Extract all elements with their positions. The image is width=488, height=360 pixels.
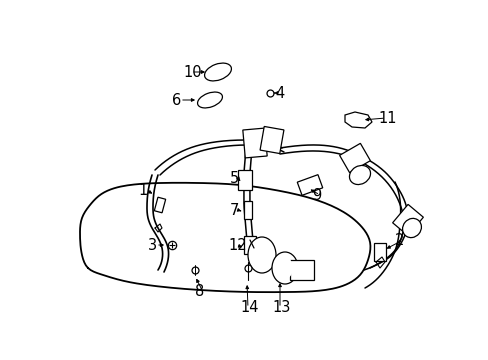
Bar <box>244 236 256 254</box>
Text: 8: 8 <box>195 284 204 300</box>
Ellipse shape <box>349 166 370 185</box>
Bar <box>392 204 423 236</box>
Text: 6: 6 <box>172 93 181 108</box>
Text: 5: 5 <box>229 171 239 185</box>
Bar <box>289 260 313 280</box>
Text: 2: 2 <box>394 233 404 248</box>
Bar <box>260 126 284 154</box>
Text: 12: 12 <box>227 238 246 252</box>
Text: 3: 3 <box>148 238 157 252</box>
Bar <box>297 175 322 195</box>
Text: 13: 13 <box>271 301 290 315</box>
Ellipse shape <box>254 243 272 267</box>
Polygon shape <box>345 112 371 128</box>
Text: 1: 1 <box>138 183 147 198</box>
Ellipse shape <box>197 92 222 108</box>
Ellipse shape <box>276 257 292 279</box>
Text: 9: 9 <box>311 188 321 202</box>
Bar <box>244 201 251 219</box>
Bar <box>154 197 165 213</box>
Bar <box>373 243 385 261</box>
Ellipse shape <box>402 219 421 238</box>
Bar <box>339 143 369 173</box>
Text: 4: 4 <box>275 86 285 100</box>
Polygon shape <box>80 183 370 292</box>
Bar <box>243 128 266 158</box>
Text: 7: 7 <box>229 202 239 217</box>
Bar <box>238 170 251 190</box>
Ellipse shape <box>271 252 297 284</box>
Ellipse shape <box>204 63 231 81</box>
Text: 14: 14 <box>240 301 258 315</box>
Text: 11: 11 <box>377 111 396 126</box>
Ellipse shape <box>247 237 275 273</box>
Text: 10: 10 <box>183 64 201 80</box>
